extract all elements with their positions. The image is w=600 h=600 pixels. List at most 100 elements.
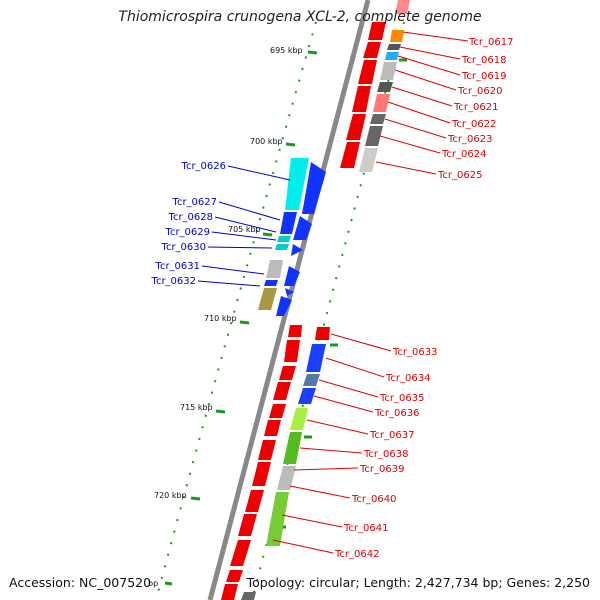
kbp-label-720: 720 kbp xyxy=(154,491,187,500)
gene-label-tcr-0634: Tcr_0634 xyxy=(385,373,430,384)
gene-block xyxy=(390,30,404,42)
gene-label-tcr-0623: Tcr_0623 xyxy=(447,134,492,145)
gene-block xyxy=(285,158,309,210)
gene-block xyxy=(283,432,302,464)
leader-line xyxy=(318,379,379,398)
gene-blocks-right-upper xyxy=(340,0,410,172)
leader-line xyxy=(214,216,277,233)
tick-725 xyxy=(164,581,173,586)
leader-line xyxy=(387,101,451,124)
gene-label-tcr-0638: Tcr_0638 xyxy=(363,449,408,460)
kbp-label-700: 700 kbp xyxy=(250,137,283,146)
tick-695 xyxy=(307,50,318,55)
gene-label-tcr-0641: Tcr_0641 xyxy=(343,523,388,534)
gene-block xyxy=(284,266,300,286)
leader-line xyxy=(299,447,363,454)
tick-700 xyxy=(285,142,296,147)
gene-label-tcr-0636: Tcr_0636 xyxy=(374,408,419,419)
gene-label-tcr-0619: Tcr_0619 xyxy=(461,71,506,82)
gene-block xyxy=(273,382,291,400)
leader-line xyxy=(207,246,273,249)
gene-block xyxy=(266,260,283,278)
genome-title: Thiomicrospira crunogena XCL-2, complete… xyxy=(118,9,482,25)
gene-block xyxy=(230,540,251,566)
kbp-label-710: 710 kbp xyxy=(204,314,237,323)
gene-block xyxy=(293,216,312,240)
gene-block xyxy=(306,344,326,372)
gene-block xyxy=(368,22,386,40)
leader-line xyxy=(272,539,334,554)
leader-line xyxy=(313,395,374,413)
gene-block xyxy=(365,126,383,146)
kbp-label-bp: bp xyxy=(148,579,158,588)
gene-block xyxy=(258,440,276,460)
gene-block xyxy=(277,466,296,490)
gene-blocks-right-lower xyxy=(221,325,330,600)
gene-label-tcr-0637: Tcr_0637 xyxy=(369,430,414,441)
gene-label-tcr-0625: Tcr_0625 xyxy=(437,170,482,181)
gene-label-tcr-0629: Tcr_0629 xyxy=(165,227,210,238)
gene-block xyxy=(363,42,381,58)
leader-line xyxy=(227,165,291,181)
gene-label-tcr-0617: Tcr_0617 xyxy=(468,37,513,48)
gene-label-tcr-0627: Tcr_0627 xyxy=(172,197,217,208)
gene-block xyxy=(315,327,330,340)
leader-line xyxy=(379,135,441,154)
gene-block xyxy=(302,162,326,214)
gene-block xyxy=(359,148,378,172)
gene-block xyxy=(352,86,371,112)
gene-block xyxy=(303,374,320,386)
leader-line xyxy=(402,31,469,42)
gene-block xyxy=(241,592,256,600)
gene-block xyxy=(252,462,271,486)
leader-line xyxy=(384,118,447,139)
leader-line xyxy=(399,46,461,60)
gene-block xyxy=(245,490,264,512)
gene-label-tcr-0632: Tcr_0632 xyxy=(151,276,196,287)
right-leader-lines xyxy=(272,31,469,554)
gene-block xyxy=(279,366,296,380)
gene-label-tcr-0635: Tcr_0635 xyxy=(379,393,424,404)
gene-block xyxy=(373,94,390,112)
gene-block xyxy=(380,62,397,80)
tick-705 xyxy=(262,232,273,237)
leader-line xyxy=(397,55,461,76)
leader-line xyxy=(293,467,359,471)
gene-label-tcr-0633: Tcr_0633 xyxy=(392,347,437,358)
gene-label-tcr-0626: Tcr_0626 xyxy=(181,161,226,172)
gene-label-tcr-0628: Tcr_0628 xyxy=(168,212,213,223)
right-gene-labels: Tcr_0617 Tcr_0618 Tcr_0619 Tcr_0620 Tcr_… xyxy=(334,37,513,560)
gene-block xyxy=(275,244,289,250)
leader-line xyxy=(325,357,385,378)
accession-label: Accession: NC_007520 xyxy=(9,575,152,590)
gene-block xyxy=(358,60,377,84)
gene-block xyxy=(285,288,294,296)
gene-block xyxy=(387,44,401,50)
leader-line xyxy=(197,280,261,287)
gene-block xyxy=(346,114,366,140)
inner-dotted-guide xyxy=(155,21,317,600)
leader-line xyxy=(391,86,453,107)
gene-block xyxy=(340,142,360,168)
gene-block xyxy=(276,296,292,316)
gene-block xyxy=(264,280,278,286)
left-leader-lines xyxy=(197,165,291,287)
gene-label-tcr-0640: Tcr_0640 xyxy=(351,494,396,505)
kbp-label-705: 705 kbp xyxy=(228,225,261,234)
leader-line xyxy=(201,265,265,275)
gene-block xyxy=(238,514,257,536)
gene-block xyxy=(288,325,302,337)
gene-label-tcr-0618: Tcr_0618 xyxy=(461,55,506,66)
gene-label-tcr-0639: Tcr_0639 xyxy=(359,464,404,475)
leader-line xyxy=(211,231,277,241)
leader-line xyxy=(375,161,437,175)
gene-label-tcr-0622: Tcr_0622 xyxy=(451,119,496,130)
gene-block xyxy=(269,404,286,418)
gene-label-tcr-0631: Tcr_0631 xyxy=(155,261,200,272)
gene-block xyxy=(277,236,291,242)
gene-block xyxy=(266,492,289,546)
gene-block xyxy=(377,82,393,92)
gene-block xyxy=(290,408,308,430)
gene-label-tcr-0620: Tcr_0620 xyxy=(457,86,502,97)
